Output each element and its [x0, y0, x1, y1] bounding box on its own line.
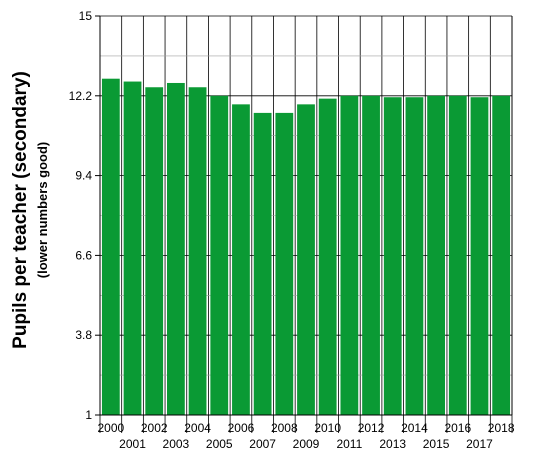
bar-2008 [275, 112, 294, 416]
axes [95, 15, 513, 433]
bar-2012 [362, 95, 380, 416]
x-tick-label: 2013 [379, 437, 406, 451]
x-tick-label: 2002 [141, 421, 168, 435]
x-tick-label: 2018 [488, 421, 515, 435]
x-tick-label: 2010 [314, 421, 341, 435]
x-tick-label: 2004 [184, 421, 211, 435]
x-tick-label: 2003 [163, 437, 190, 451]
bars [101, 78, 511, 416]
x-tick-label: 2009 [293, 437, 320, 451]
bar-2009 [297, 104, 315, 415]
bar-2011 [340, 95, 359, 416]
bar-2018 [492, 95, 511, 416]
bar-2005 [210, 95, 229, 416]
y-tick-label: 6.6 [75, 248, 92, 262]
x-tick-label: 2008 [271, 421, 298, 435]
y-axis-title: Pupils per teacher (secondary) [10, 71, 31, 349]
x-tick-label: 2012 [358, 421, 385, 435]
bar-2006 [232, 104, 250, 415]
x-tick-label: 2007 [249, 437, 276, 451]
bar-2002 [145, 87, 164, 415]
x-tick-label: 2011 [336, 437, 362, 451]
bar-2007 [253, 112, 272, 416]
x-tick-label: 2015 [423, 437, 450, 451]
bar-2017 [470, 97, 489, 415]
y-tick-label: 9.4 [75, 169, 92, 183]
bar-2010 [318, 98, 337, 416]
bar-2016 [448, 95, 467, 416]
y-axis-subtitle: (lower numbers good) [35, 142, 50, 279]
y-tick-label: 1 [85, 408, 92, 422]
bar-2000 [101, 78, 120, 415]
bar-2004 [188, 87, 207, 415]
x-tick-label: 2000 [97, 421, 124, 435]
x-tick-label: 2005 [206, 437, 233, 451]
bar-2003 [167, 82, 185, 415]
x-tick-label: 2016 [444, 421, 471, 435]
bar-2014 [405, 97, 424, 415]
y-tick-labels: 1 3.8 6.6 9.4 12.2 15 [69, 9, 93, 422]
y-tick-label: 15 [79, 9, 93, 23]
x-tick-label: 2001 [119, 437, 146, 451]
x-tick-label: 2006 [228, 421, 255, 435]
x-tick-label: 2014 [401, 421, 428, 435]
bar-2001 [123, 81, 142, 416]
x-tick-label: 2017 [466, 437, 493, 451]
y-tick-label: 12.2 [69, 89, 93, 103]
x-tick-labels: 2000 2001 2002 2003 2004 2005 2006 2007 2008 2009… [97, 421, 514, 451]
y-tick-label: 3.8 [75, 328, 92, 342]
bar-2013 [383, 97, 402, 415]
bar-2015 [427, 95, 445, 416]
